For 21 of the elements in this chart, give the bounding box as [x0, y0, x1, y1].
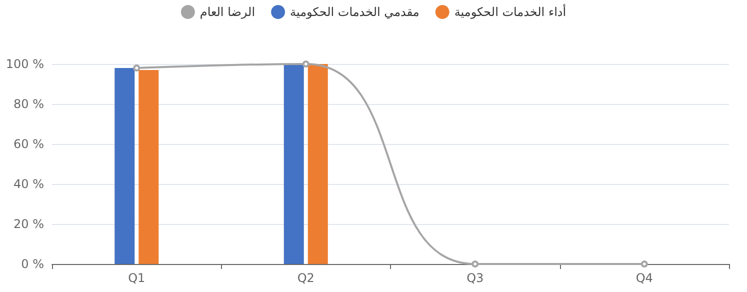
y-tick-label: 40 %	[14, 177, 44, 191]
legend-label: أداء الخدمات الحكومية	[454, 4, 566, 19]
bar	[138, 70, 159, 264]
x-tick-label: Q4	[636, 271, 653, 285]
bar	[308, 64, 328, 264]
point	[640, 260, 648, 268]
legend-label: الرضا العام	[200, 5, 256, 19]
point	[133, 64, 140, 72]
y-tick-label: 60 %	[14, 137, 44, 151]
x-tick-label: Q1	[128, 271, 146, 285]
y-tick-label: 20 %	[14, 217, 44, 231]
bar	[114, 68, 135, 264]
x-tick-label: Q3	[466, 271, 484, 285]
legend-label: مقدمي الخدمات الحكومية	[290, 5, 420, 19]
point	[302, 60, 310, 68]
y-tick-label: 100 %	[6, 57, 44, 71]
x-tick-label: Q2	[297, 271, 314, 285]
bar	[284, 64, 304, 264]
y-tick-label: 80 %	[14, 97, 44, 111]
point	[472, 260, 479, 268]
y-tick-label: 0 %	[21, 257, 44, 271]
